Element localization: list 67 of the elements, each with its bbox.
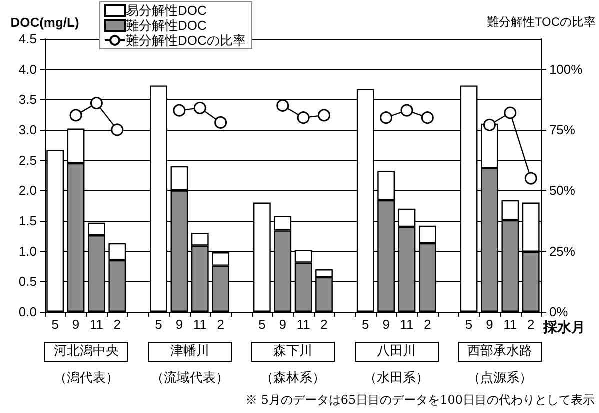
text: 森下川 <box>251 342 336 362</box>
point <box>214 116 228 129</box>
x-tick-label: 9 <box>176 317 184 332</box>
point <box>421 112 434 124</box>
y-tick-label: 0.0 <box>18 304 37 320</box>
text: 河北潟中央 <box>44 342 128 362</box>
x-tick-label: 9 <box>279 317 286 332</box>
text: （点源系） <box>468 371 533 387</box>
x-tick-label: 5 <box>155 317 162 332</box>
text: （水田系） <box>364 371 430 387</box>
y-tick-label: 4.5 <box>18 32 37 46</box>
x-tick-label: 11 <box>400 317 414 332</box>
point <box>90 97 103 110</box>
text: （森林系） <box>260 371 326 387</box>
point <box>111 124 124 136</box>
text: ※ 5月のデータは65日目のデータを100日目の代わりとして表示 <box>245 392 595 409</box>
x-tick-label: 2 <box>114 317 122 332</box>
legend-label: 難分解性DOCの比率 <box>126 33 246 48</box>
x-tick-label: 2 <box>320 317 328 332</box>
x-tick-label: 5 <box>362 317 370 332</box>
y-tick-label: 2.5 <box>18 152 37 168</box>
x-tick-label: 5 <box>52 317 59 332</box>
text: 西部承水路 <box>458 342 542 362</box>
point <box>276 99 290 112</box>
x-tick-label: 11 <box>504 317 518 332</box>
legend-label: 易分解性DOC <box>126 3 207 18</box>
y2-tick-label: 75% <box>549 122 576 138</box>
y2-tick-label: 50% <box>549 183 576 198</box>
x-tick-label: 11 <box>296 317 310 332</box>
x-tick-label: 11 <box>90 317 104 332</box>
x-tick-label: 5 <box>258 317 266 332</box>
y2-tick-label: 100% <box>549 62 584 77</box>
point <box>70 109 82 122</box>
x-tick-label: 9 <box>486 317 494 332</box>
text: 八田川 <box>354 342 439 362</box>
y2-tick-label: 0% <box>549 304 569 320</box>
y-tick-label: 1.0 <box>18 244 37 259</box>
point <box>173 104 186 117</box>
x-tick-label: 11 <box>193 317 207 332</box>
point <box>524 172 538 185</box>
y-tick-label: 3.5 <box>18 92 37 108</box>
y-tick-label: 4.0 <box>18 62 37 77</box>
x-tick-label: 2 <box>527 317 535 332</box>
x-tick-label: 9 <box>382 317 390 332</box>
y-tick-label: 2.0 <box>18 183 37 198</box>
y2-tick-label: 25% <box>549 244 576 259</box>
text: （流域代表） <box>150 371 229 387</box>
x-axis-title: 採水月 <box>542 319 586 335</box>
point <box>483 118 496 132</box>
x-tick-label: 2 <box>217 317 224 332</box>
y-tick-label: 1.5 <box>18 214 37 228</box>
y2-axis-title: 難分解性TOCの比率 <box>486 15 596 29</box>
legend-label: 難分解性DOC <box>126 18 207 33</box>
y-tick-label: 3.0 <box>18 122 37 138</box>
point <box>504 106 517 120</box>
x-tick-label: 9 <box>72 317 80 332</box>
text: 津幡川 <box>148 342 232 362</box>
y-tick-label: 0.5 <box>18 274 37 290</box>
point <box>400 104 414 117</box>
y-axis-title: DOC(mg/L) <box>10 15 80 30</box>
x-tick-label: 5 <box>465 317 473 332</box>
point <box>194 102 206 114</box>
text: （潟代表） <box>54 371 119 387</box>
point <box>297 112 310 124</box>
x-tick-label: 2 <box>424 317 432 332</box>
point <box>318 109 330 122</box>
point <box>380 112 393 124</box>
